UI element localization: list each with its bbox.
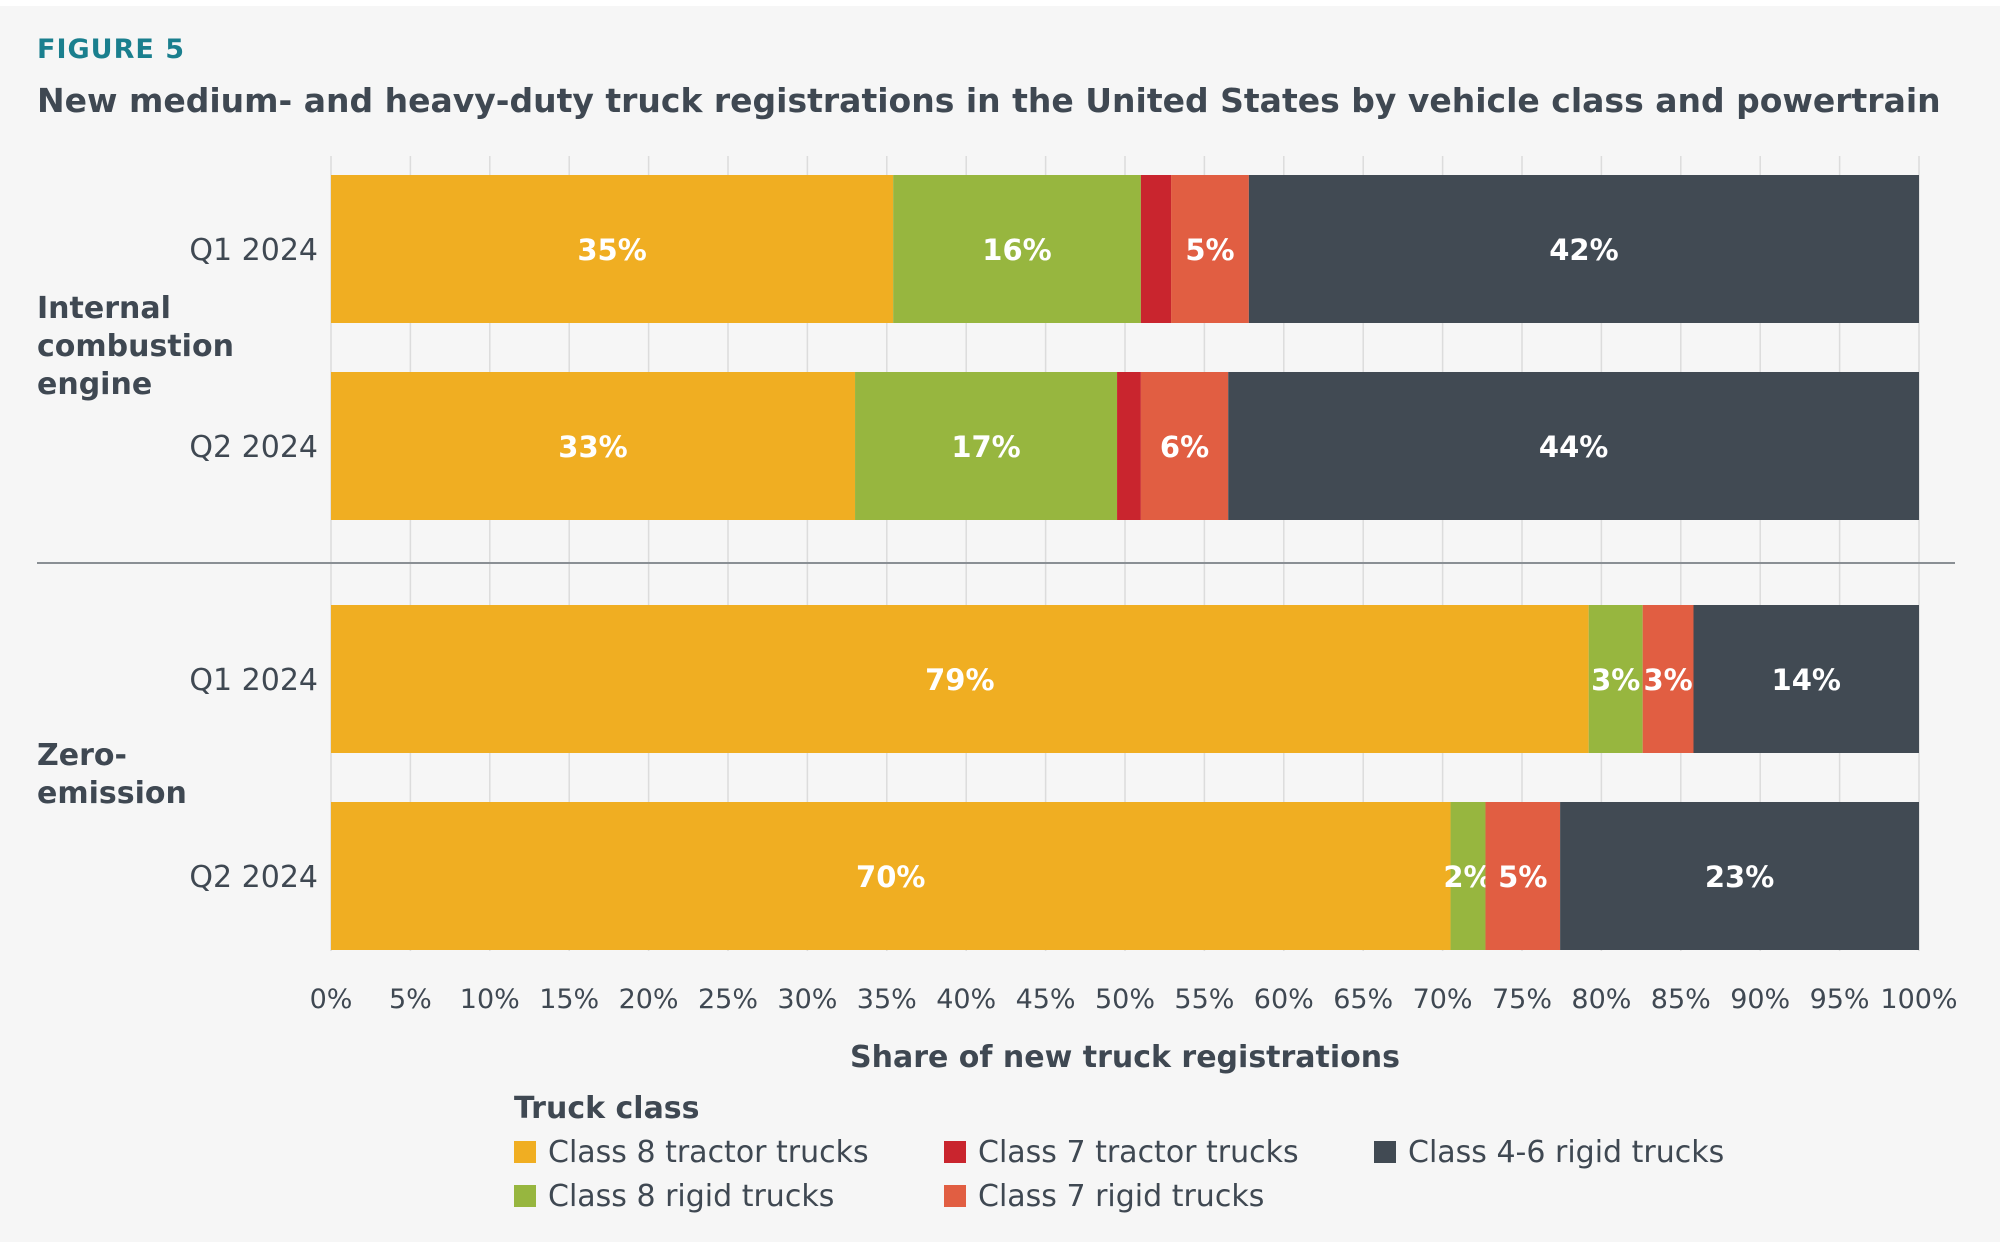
- legend-label: Class 8 tractor trucks: [548, 1134, 869, 1170]
- legend: Truck class Class 8 tractor trucks Class …: [514, 1091, 1774, 1216]
- legend-item: Class 4-6 rigid trucks: [1374, 1132, 1774, 1172]
- x-tick-label: 95%: [1810, 984, 1870, 1015]
- x-tick-label: 30%: [777, 984, 837, 1015]
- data-label: 33%: [558, 430, 627, 464]
- legend-swatch: [514, 1141, 536, 1163]
- data-label: 5%: [1498, 860, 1547, 894]
- x-tick-label: 85%: [1651, 984, 1711, 1015]
- category-label: Q2 2024: [189, 860, 318, 895]
- category-label: Q2 2024: [189, 430, 318, 465]
- legend-item: Class 7 tractor trucks: [944, 1132, 1374, 1172]
- bar-segment: [1485, 802, 1561, 950]
- data-label: 3%: [1643, 663, 1692, 697]
- x-tick-label: 5%: [389, 984, 432, 1015]
- bar-segment: [1117, 372, 1141, 520]
- data-label: 2%: [1443, 860, 1492, 894]
- data-label: 70%: [856, 860, 925, 894]
- bar-segment: [331, 605, 1589, 753]
- legend-swatch: [944, 1185, 966, 1207]
- data-label: 42%: [1549, 233, 1618, 267]
- bar-segment: [1693, 605, 1919, 753]
- x-tick-label: 25%: [698, 984, 758, 1015]
- legend-item: Class 8 rigid trucks: [514, 1176, 944, 1216]
- bar-segment: [331, 372, 856, 520]
- x-tick-label: 75%: [1492, 984, 1552, 1015]
- x-tick-label: 50%: [1095, 984, 1155, 1015]
- x-tick-label: 20%: [619, 984, 679, 1015]
- legend-item: Class 7 rigid trucks: [944, 1176, 1374, 1216]
- x-tick-label: 70%: [1413, 984, 1473, 1015]
- x-tick-label: 40%: [936, 984, 996, 1015]
- data-label: 3%: [1591, 663, 1640, 697]
- figure-label: FIGURE 5: [37, 34, 185, 65]
- x-tick-label: 10%: [460, 984, 520, 1015]
- bar-segment: [1560, 802, 1919, 950]
- bar-segment: [1248, 175, 1919, 323]
- legend-swatch: [514, 1185, 536, 1207]
- bar-segment: [331, 175, 894, 323]
- bar-segment: [893, 175, 1141, 323]
- data-label: 79%: [925, 663, 994, 697]
- x-tick-label: 100%: [1880, 984, 1957, 1015]
- bar-segment: [1140, 175, 1172, 323]
- x-tick-label: 55%: [1174, 984, 1234, 1015]
- legend-label: Class 4-6 rigid trucks: [1408, 1134, 1725, 1170]
- legend-label: Class 7 tractor trucks: [978, 1134, 1299, 1170]
- legend-swatch: [944, 1141, 966, 1163]
- x-tick-label: 35%: [857, 984, 917, 1015]
- data-label: 23%: [1705, 860, 1774, 894]
- legend-swatch: [1374, 1141, 1396, 1163]
- legend-items: Class 8 tractor trucks Class 7 tractor tr…: [514, 1132, 1774, 1216]
- x-tick-label: 15%: [539, 984, 599, 1015]
- data-label: 6%: [1160, 430, 1209, 464]
- bar-segment: [1588, 605, 1643, 753]
- x-tick-label: 60%: [1254, 984, 1314, 1015]
- category-label: Q1 2024: [189, 663, 318, 698]
- bar-segment: [1228, 372, 1919, 520]
- bar-segment: [331, 802, 1451, 950]
- group-label: emission: [37, 776, 187, 811]
- bar-segment: [1642, 605, 1694, 753]
- group-label: Internal: [37, 291, 171, 326]
- x-tick-label: 80%: [1571, 984, 1631, 1015]
- data-label: 35%: [577, 233, 646, 267]
- group-label: combustion: [37, 329, 234, 364]
- bar-segment: [1171, 175, 1249, 323]
- data-label: 5%: [1185, 233, 1234, 267]
- data-label: 14%: [1772, 663, 1841, 697]
- chart-title: New medium- and heavy-duty truck registr…: [37, 81, 1941, 120]
- legend-title: Truck class: [514, 1091, 700, 1126]
- plot-area: 0% 5% 10% 15% 20% 25% 30% 35% 40% 45% 50% 55% 60% 65%…: [37, 156, 1958, 1015]
- legend-label: Class 8 rigid trucks: [548, 1178, 835, 1214]
- x-tick-label: 45%: [1016, 984, 1076, 1015]
- chart-panel: FIGURE 5 New medium- and heavy-duty truc…: [0, 6, 2000, 1242]
- x-tick-label: 65%: [1333, 984, 1393, 1015]
- x-tick-label: 0%: [310, 984, 353, 1015]
- group-label: engine: [37, 367, 152, 402]
- data-label: 44%: [1539, 430, 1608, 464]
- legend-label: Class 7 rigid trucks: [978, 1178, 1265, 1214]
- legend-item: Class 8 tractor trucks: [514, 1132, 944, 1172]
- bar-segment: [855, 372, 1118, 520]
- bar-segment: [1140, 372, 1229, 520]
- x-axis-label: Share of new truck registrations: [849, 1040, 1401, 1075]
- data-label: 16%: [982, 233, 1051, 267]
- x-tick-label: 90%: [1730, 984, 1790, 1015]
- bar-segment: [1450, 802, 1486, 950]
- category-label: Q1 2024: [189, 233, 318, 268]
- data-label: 17%: [951, 430, 1020, 464]
- group-label: Zero-: [37, 738, 127, 773]
